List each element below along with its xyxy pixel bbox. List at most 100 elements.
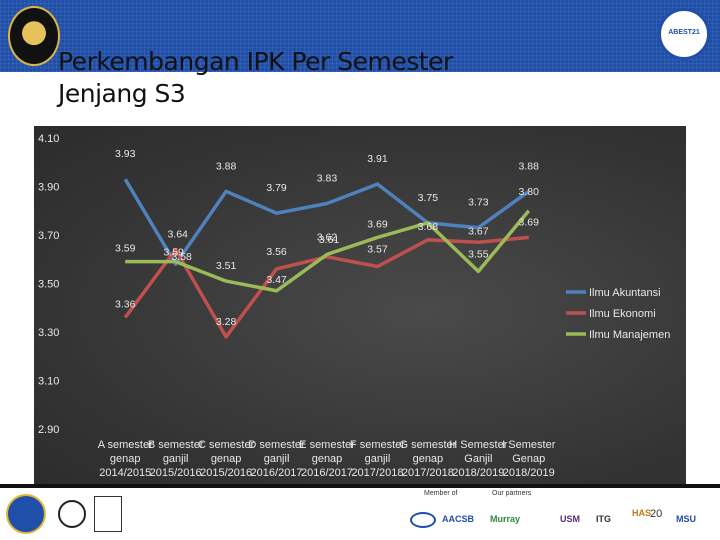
y-tick-label-0: 4.10	[38, 133, 59, 145]
university-seal-logo	[8, 6, 60, 66]
x-tick-label-1: B semester ganjil 2015/2016	[148, 439, 204, 479]
data-label-ilmu-akuntansi-6: 3.75	[418, 192, 439, 204]
series-lines	[123, 178, 531, 339]
y-tick-label-6: 2.90	[38, 424, 59, 436]
footer	[0, 484, 720, 540]
x-tick-label-line: Ganjil	[464, 453, 492, 465]
x-tick-label-line: H Semester	[449, 439, 507, 451]
x-tick-label-line: ganjil	[365, 453, 391, 465]
data-label-ilmu-manajemen-0: 3.59	[115, 243, 136, 255]
ipk-line-chart: 4.10 3.90 3.70 3.50 3.30 3.10 2.90 A semester g…	[38, 133, 670, 479]
x-tick-label-line: 2016/2017	[251, 467, 303, 479]
data-label-ilmu-akuntansi-7: 3.73	[468, 197, 489, 209]
x-tick-label-line: B semester	[148, 439, 204, 451]
x-tick-label-line: genap	[211, 453, 242, 465]
data-label-ilmu-ekonomi-7: 3.67	[468, 225, 489, 237]
footer-divider	[0, 484, 720, 488]
partner-usm-logo: USM	[560, 514, 580, 524]
abest21-logo: ABEST21	[658, 8, 710, 60]
x-tick-label-line: genap	[413, 453, 444, 465]
x-tick-label-line: ganjil	[264, 453, 290, 465]
data-label-ilmu-manajemen-2: 3.51	[216, 260, 237, 272]
data-label-ilmu-manajemen-1: 3.59	[163, 247, 184, 259]
x-tick-label-line: 2015/2016	[150, 467, 202, 479]
y-tick-label-4: 3.30	[38, 327, 59, 339]
legend-label-ilmu-akuntansi: Ilmu Akuntansi	[589, 287, 661, 299]
x-tick-label-line: C semester	[198, 439, 255, 451]
data-label-ilmu-ekonomi-0: 3.36	[115, 298, 136, 310]
registered-trademark-logo	[58, 500, 86, 528]
x-tick-label-line: I Semester	[502, 439, 556, 451]
x-tick-label-line: G semester	[399, 439, 456, 451]
y-axis: 4.10 3.90 3.70 3.50 3.30 3.10 2.90	[38, 133, 59, 436]
data-label-ilmu-akuntansi-3: 3.79	[266, 182, 287, 194]
legend-label-ilmu-manajemen: Ilmu Manajemen	[589, 329, 670, 341]
x-tick-label-3: D semester ganjil 2016/2017	[248, 439, 305, 479]
data-label-ilmu-ekonomi-6: 3.68	[418, 221, 439, 233]
abest21-logo-text: ABEST21	[668, 29, 700, 36]
x-tick-label-8: I Semester Genap 2018/2019	[502, 439, 556, 479]
x-tick-label-line: ganjil	[163, 453, 189, 465]
x-tick-label-0: A semester genap 2014/2015	[98, 439, 153, 479]
member-of-label: Member of	[424, 490, 458, 497]
y-tick-label-3: 3.50	[38, 279, 59, 291]
slide-title: Perkembangan IPK Per Semester Jenjang S3	[58, 46, 453, 110]
partner-murray-logo: Murray	[490, 514, 521, 524]
data-label-ilmu-manajemen-7: 3.55	[468, 248, 489, 260]
x-tick-label-line: genap	[110, 453, 141, 465]
data-label-ilmu-ekonomi-1: 3.64	[167, 229, 188, 241]
x-tick-label-line: E semester	[299, 439, 355, 451]
slide-title-line-2: Jenjang S3	[58, 79, 186, 108]
data-label-ilmu-ekonomi-4: 3.61	[319, 234, 340, 246]
x-tick-label-2: C semester genap 2015/2016	[198, 439, 255, 479]
x-tick-label-line: 2014/2015	[99, 467, 151, 479]
data-label-ilmu-ekonomi-5: 3.57	[367, 244, 388, 256]
x-tick-label-line: 2018/2019	[452, 467, 504, 479]
x-tick-label-line: 2016/2017	[301, 467, 353, 479]
x-axis: A semester genap 2014/2015 B semester ganjil…	[98, 439, 556, 479]
data-label-ilmu-akuntansi-4: 3.83	[317, 172, 338, 184]
our-partners-label: Our partners	[492, 490, 532, 497]
x-tick-label-line: F semester	[350, 439, 405, 451]
x-tick-label-4: E semester genap 2016/2017	[299, 439, 355, 479]
x-tick-label-line: 2018/2019	[503, 467, 555, 479]
data-label-ilmu-akuntansi-0: 3.93	[115, 148, 136, 160]
data-label-ilmu-ekonomi-8: 3.69	[519, 216, 540, 228]
data-label-ilmu-manajemen-4: 3.62	[317, 231, 338, 243]
slide-title-line-1: Perkembangan IPK Per Semester	[58, 47, 453, 76]
partner-has-logo: HAS	[632, 508, 652, 518]
header-band	[0, 0, 720, 72]
legend-label-ilmu-ekonomi: Ilmu Ekonomi	[589, 308, 656, 320]
partner-msu-logo: MSU	[676, 514, 696, 524]
y-tick-label-5: 3.10	[38, 376, 59, 388]
x-tick-label-line: Genap	[512, 453, 545, 465]
x-tick-label-line: genap	[312, 453, 343, 465]
data-label-ilmu-akuntansi-1: 3.58	[171, 251, 192, 263]
footer-university-logo	[6, 494, 46, 534]
x-tick-label-5: F semester ganjil 2017/2018	[350, 439, 405, 479]
data-label-ilmu-manajemen-8: 3.80	[519, 186, 540, 198]
data-label-ilmu-manajemen-3: 3.47	[266, 274, 287, 286]
partner-itg-logo: ITG	[596, 514, 611, 524]
page-number: 20	[650, 508, 663, 520]
data-label-ilmu-akuntansi-5: 3.91	[367, 153, 388, 165]
data-label-ilmu-akuntansi-2: 3.88	[216, 160, 237, 172]
x-tick-label-line: A semester	[98, 439, 153, 451]
y-tick-label-2: 3.70	[38, 230, 59, 242]
data-label-ilmu-ekonomi-2: 3.28	[216, 316, 237, 328]
data-label-ilmu-akuntansi-8: 3.88	[519, 160, 540, 172]
data-label-ilmu-manajemen-5: 3.69	[367, 218, 388, 230]
chart-legend: Ilmu Akuntansi Ilmu Ekonomi Ilmu Manajemen	[566, 287, 670, 341]
partner-aacsb-logo: AACSB	[442, 514, 475, 524]
x-tick-label-line: 2017/2018	[351, 467, 403, 479]
x-tick-label-line: 2015/2016	[200, 467, 252, 479]
x-tick-label-line: 2017/2018	[402, 467, 454, 479]
x-tick-label-7: H Semester Ganjil 2018/2019	[449, 439, 507, 479]
data-labels: 3.93 3.58 3.88 3.79 3.83 3.91 3.75 3.73 3.88 3.36…	[115, 148, 539, 328]
data-label-ilmu-ekonomi-3: 3.56	[266, 246, 287, 258]
x-tick-label-line: D semester	[248, 439, 305, 451]
ukas-certification-logo	[94, 496, 122, 532]
partner-abest21-logo	[410, 512, 436, 528]
y-tick-label-1: 3.90	[38, 182, 59, 194]
chart-panel: 4.10 3.90 3.70 3.50 3.30 3.10 2.90 A semester g…	[34, 126, 686, 496]
